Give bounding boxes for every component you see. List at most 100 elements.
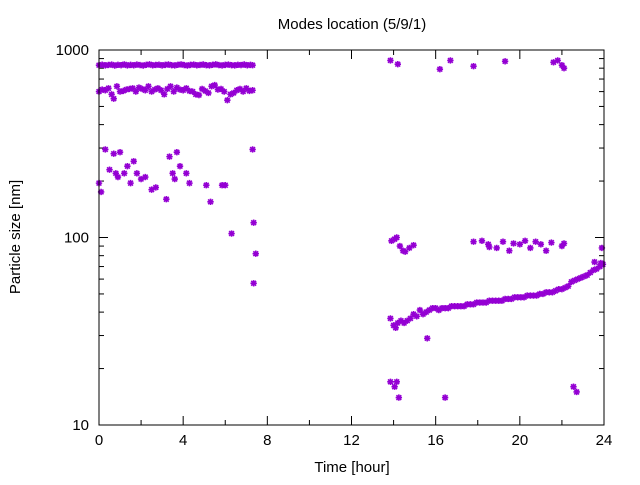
data-point	[565, 282, 572, 290]
data-point	[183, 85, 190, 92]
data-point	[249, 87, 256, 94]
data-point	[195, 91, 203, 99]
data-point	[510, 240, 517, 247]
data-point	[400, 319, 408, 327]
data-point	[436, 65, 444, 73]
data-point	[233, 87, 241, 94]
data-point	[224, 96, 231, 104]
data-point	[252, 250, 259, 257]
data-point	[401, 248, 409, 255]
data-point	[163, 196, 170, 203]
data-point	[133, 170, 141, 177]
data-point	[406, 244, 413, 252]
data-point	[478, 237, 486, 245]
y-tick-label: 1000	[56, 42, 89, 59]
data-point	[148, 88, 155, 95]
data-point	[222, 182, 229, 189]
data-point	[388, 237, 395, 245]
data-point	[391, 383, 398, 390]
data-point	[498, 297, 506, 304]
data-point	[590, 266, 597, 274]
y-tick-label: 100	[64, 230, 89, 247]
data-point	[410, 241, 417, 249]
data-point	[227, 91, 234, 98]
data-point	[152, 184, 160, 191]
data-point	[416, 306, 424, 314]
data-point	[470, 301, 477, 308]
data-point	[145, 83, 152, 90]
data-point	[217, 85, 225, 93]
data-point	[506, 247, 513, 254]
data-point	[550, 59, 557, 66]
data-point	[554, 57, 561, 64]
data-point	[137, 175, 145, 183]
data-point	[393, 378, 400, 385]
data-point	[135, 84, 143, 91]
data-point	[426, 306, 433, 314]
data-point	[154, 85, 162, 92]
data-points	[95, 57, 607, 401]
data-point	[236, 85, 244, 93]
data-point	[148, 186, 155, 193]
data-point	[142, 173, 149, 181]
data-point	[583, 271, 591, 279]
data-point	[142, 87, 149, 94]
data-point	[460, 303, 468, 310]
data-point	[548, 239, 555, 246]
data-point	[532, 238, 539, 245]
data-point	[591, 258, 598, 266]
x-tick-label: 0	[95, 432, 103, 449]
plot-frame	[98, 49, 605, 426]
x-tick-label: 4	[179, 432, 187, 449]
data-point	[399, 247, 407, 254]
data-point	[249, 146, 256, 153]
data-point	[186, 179, 193, 187]
data-point	[127, 179, 134, 187]
data-point	[580, 273, 588, 280]
data-point	[549, 289, 556, 296]
data-point	[516, 241, 524, 248]
data-point	[173, 84, 181, 91]
data-point	[157, 87, 165, 94]
chart-title: Modes location (5/9/1)	[278, 16, 426, 33]
data-point	[447, 57, 454, 64]
data-point	[171, 175, 178, 183]
data-point	[116, 149, 124, 156]
data-point	[424, 335, 431, 342]
data-point	[432, 304, 439, 312]
data-point	[110, 150, 117, 157]
data-point	[102, 87, 109, 94]
data-point	[397, 317, 405, 324]
data-point	[250, 219, 257, 226]
data-point	[113, 83, 121, 90]
data-point	[179, 87, 187, 94]
data-point	[407, 315, 414, 322]
data-point	[410, 310, 417, 318]
data-point	[441, 394, 449, 401]
data-point	[520, 294, 528, 301]
data-point	[106, 166, 113, 173]
data-point	[114, 173, 122, 181]
data-point	[404, 317, 411, 324]
data-point	[203, 182, 210, 189]
data-point	[392, 324, 399, 331]
data-point	[485, 241, 492, 248]
data-point	[164, 85, 171, 93]
data-point	[570, 383, 577, 390]
data-point	[394, 60, 401, 68]
data-point	[560, 64, 568, 72]
data-point	[470, 238, 477, 245]
data-point	[396, 242, 404, 250]
data-point	[173, 149, 181, 156]
data-point	[445, 304, 452, 312]
data-point	[208, 83, 215, 90]
data-point	[108, 61, 115, 68]
y-tick-label: 10	[72, 417, 89, 434]
data-point	[499, 238, 507, 245]
data-point	[198, 85, 206, 93]
data-point	[121, 170, 128, 177]
x-tick-label: 12	[343, 432, 360, 449]
x-tick-label: 24	[596, 432, 613, 449]
